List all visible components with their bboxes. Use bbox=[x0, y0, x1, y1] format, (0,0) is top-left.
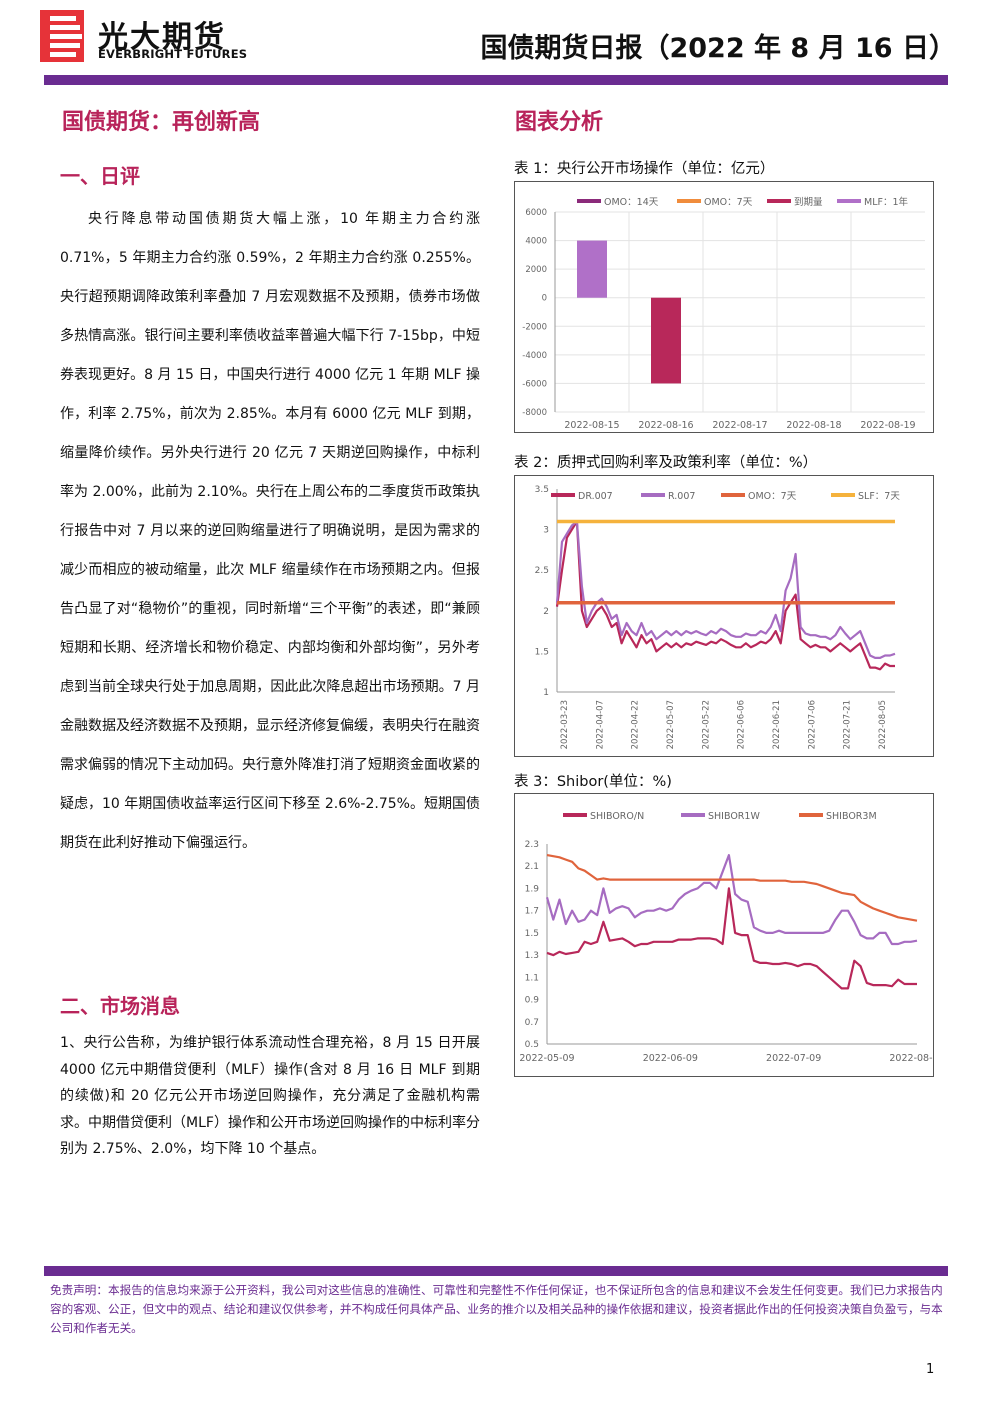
chart2-svg: 3.5 3 2.5 2 1.5 1 2022-03-23 2022-04-07 2022-04-… bbox=[535, 485, 901, 749]
x-tick-label: 2022-05-22 bbox=[701, 700, 711, 749]
y-tick-label: -2000 bbox=[522, 322, 547, 332]
x-tick-label: 2022-08-18 bbox=[786, 420, 841, 431]
logo-company-name-cn: 光大期货 bbox=[98, 20, 226, 55]
y-tick-label: 0.7 bbox=[525, 1018, 539, 1028]
y-tick-label: 1.9 bbox=[525, 884, 540, 894]
chart-analysis-title: 图表分析 bbox=[515, 109, 604, 135]
chart1-caption: 表 1：央行公开市场操作（单位：亿元） bbox=[514, 161, 775, 177]
chart-repo-policy-rates: 3.5 3 2.5 2 1.5 1 2022-03-23 2022-04-07 2022-04-… bbox=[514, 475, 934, 757]
x-tick-label: 2022-05-07 bbox=[666, 700, 676, 749]
legend-label-1: SHIBOR1W bbox=[708, 811, 760, 822]
x-tick-label: 2022-08-16 bbox=[638, 420, 693, 431]
section-daily-comment-title: 一、日评 bbox=[60, 164, 140, 188]
y-tick-label: 6000 bbox=[525, 208, 547, 218]
daily-comment-body: 央行降息带动国债期货大幅上涨，10 年期主力合约涨 0.71%，5 年期主力合约… bbox=[60, 211, 480, 851]
x-tick-label: 2022-08-17 bbox=[712, 420, 767, 431]
legend-label-0: DR.007 bbox=[578, 491, 613, 502]
bar-MLF：1年 bbox=[577, 240, 607, 298]
x-tick-label: 2022-08-09 bbox=[889, 1053, 933, 1064]
chart1-svg: 6000 4000 2000 0 -2000 -4000 -6000 -8000 2022-08… bbox=[522, 196, 925, 431]
x-tick-label: 2022-06-09 bbox=[643, 1053, 698, 1064]
y-tick-label: 1.5 bbox=[535, 647, 549, 657]
chart2-caption: 表 2：质押式回购利率及政策利率（单位：%） bbox=[514, 455, 818, 471]
y-tick-label: 2 bbox=[543, 607, 549, 617]
y-tick-label: 3.5 bbox=[535, 485, 549, 495]
logo-mark-icon bbox=[40, 10, 84, 62]
y-tick-label: -8000 bbox=[522, 408, 547, 418]
x-tick-label: 2022-04-07 bbox=[595, 700, 605, 749]
x-tick-label: 2022-04-22 bbox=[631, 700, 641, 749]
disclaimer-text: 免责声明：本报告的信息均来源于公开资料，我公司对这些信息的准确性、可靠性和完整性… bbox=[50, 1283, 943, 1335]
legend-label-1: OMO：7天 bbox=[704, 197, 753, 208]
page-number: 1 bbox=[926, 1362, 935, 1377]
series-line-SHIBORO/N bbox=[546, 887, 917, 990]
section-market-news-title: 二、市场消息 bbox=[60, 994, 180, 1018]
y-tick-label: 0.5 bbox=[525, 1040, 539, 1050]
legend-label-2: SHIBOR3M bbox=[826, 811, 877, 822]
y-tick-label: 0 bbox=[542, 294, 547, 304]
x-tick-label: 2022-08-05 bbox=[878, 700, 888, 749]
legend-label-1: R.007 bbox=[668, 491, 695, 502]
y-tick-label: 1.1 bbox=[525, 973, 539, 983]
y-tick-label: 1 bbox=[543, 688, 549, 698]
y-tick-label: -4000 bbox=[522, 351, 547, 361]
x-tick-label: 2022-08-19 bbox=[860, 420, 915, 431]
bar-到期量 bbox=[651, 297, 681, 384]
series-line-SHIBOR3M bbox=[546, 854, 918, 922]
x-tick-label: 2022-08-15 bbox=[564, 420, 619, 431]
y-tick-label: 2.1 bbox=[525, 862, 539, 872]
y-tick-label: 1.5 bbox=[525, 929, 539, 939]
legend-label-0: SHIBORO/N bbox=[590, 811, 644, 822]
chart-open-market-operations: 6000 4000 2000 0 -2000 -4000 -6000 -8000 2022-08… bbox=[514, 181, 934, 433]
legend-label-2: 到期量 bbox=[794, 196, 823, 208]
chart3-svg: 2.3 2.1 1.9 1.7 1.5 1.3 1.1 0.9 0.7 0.5 2022-05-09… bbox=[519, 811, 944, 1064]
y-tick-label: 2000 bbox=[525, 265, 547, 275]
series-line-DR.007 bbox=[555, 520, 895, 671]
logo-company-name-en: EVERBRIGHT FUTURES bbox=[98, 47, 248, 61]
report-title: 国债期货日报（2022 年 8 月 16 日） bbox=[480, 33, 956, 64]
legend-label-3: MLF：1年 bbox=[864, 196, 908, 208]
series-line-SHIBOR1W bbox=[545, 853, 918, 946]
x-tick-label: 2022-06-21 bbox=[772, 700, 782, 749]
y-tick-label: 1.3 bbox=[525, 951, 539, 961]
y-tick-label: -6000 bbox=[522, 379, 547, 389]
y-tick-label: 0.9 bbox=[525, 996, 540, 1006]
y-tick-label: 2.3 bbox=[525, 840, 539, 850]
legend-label-3: SLF：7天 bbox=[858, 491, 900, 502]
y-tick-label: 3 bbox=[543, 526, 549, 536]
y-tick-label: 2.5 bbox=[535, 566, 549, 576]
legend-label-2: OMO：7天 bbox=[748, 491, 797, 502]
y-tick-label: 1.7 bbox=[525, 907, 539, 917]
header-divider bbox=[44, 75, 948, 85]
x-tick-label: 2022-05-09 bbox=[519, 1053, 574, 1064]
main-title: 国债期货：再创新高 bbox=[62, 109, 261, 135]
legend-label-0: OMO：14天 bbox=[604, 197, 659, 208]
x-tick-label: 2022-07-21 bbox=[843, 700, 853, 749]
series-line-R.007 bbox=[555, 520, 896, 659]
y-tick-label: 4000 bbox=[525, 237, 547, 247]
footer-divider bbox=[44, 1266, 948, 1276]
x-tick-label: 2022-07-06 bbox=[807, 700, 817, 749]
x-tick-label: 2022-07-09 bbox=[766, 1053, 821, 1064]
x-tick-label: 2022-06-06 bbox=[737, 700, 747, 749]
chart-shibor: 2.3 2.1 1.9 1.7 1.5 1.3 1.1 0.9 0.7 0.5 2022-05-09… bbox=[514, 793, 945, 1077]
market-news-body: 1、央行公告称，为维护银行体系流动性合理充裕，8 月 15 日开展 4000 亿… bbox=[60, 1035, 480, 1157]
chart3-caption: 表 3：Shibor(单位：%) bbox=[514, 774, 672, 790]
x-tick-label: 2022-03-23 bbox=[560, 700, 570, 749]
